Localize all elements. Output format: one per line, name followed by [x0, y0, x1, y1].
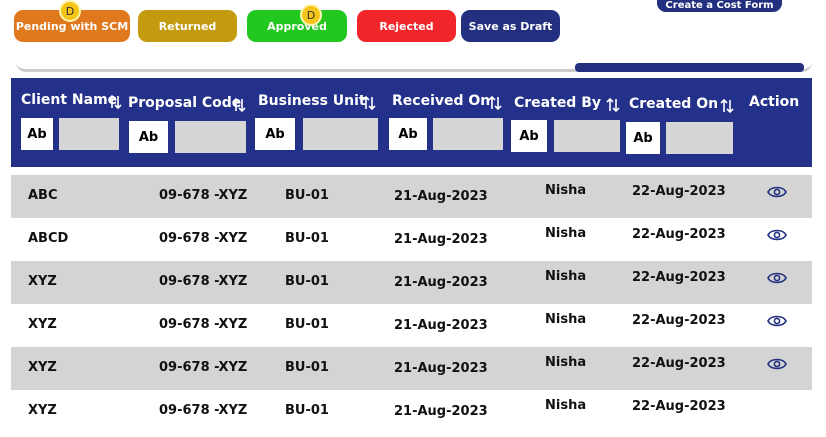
avatar-badge: D — [59, 0, 81, 22]
table-cell: 22-Aug-2023 — [632, 356, 726, 371]
table-cell: 21-Aug-2023 — [394, 318, 488, 333]
column-header: Business Unit — [258, 93, 366, 109]
table-cell: Nisha — [545, 269, 587, 284]
table-row — [11, 261, 812, 304]
table-row — [11, 175, 812, 218]
table-cell: 09-678 -XYZ — [159, 274, 248, 289]
status-button[interactable]: Returned — [138, 10, 237, 42]
column-header: Proposal Code — [128, 95, 242, 111]
table-row — [11, 347, 812, 390]
table-row — [11, 218, 812, 261]
view-icon[interactable] — [767, 357, 787, 371]
table-cell: BU-01 — [285, 403, 329, 418]
table-cell: BU-01 — [285, 188, 329, 203]
table-cell: 09-678 -XYZ — [159, 360, 248, 375]
status-button[interactable]: Save as Draft — [461, 10, 560, 42]
create-cost-form-button[interactable]: Create a Cost Form — [657, 0, 782, 12]
table-cell: 22-Aug-2023 — [632, 227, 726, 242]
table-cell: XYZ — [28, 360, 57, 375]
table-cell: 09-678 -XYZ — [159, 231, 248, 246]
table-cell: BU-01 — [285, 360, 329, 375]
filter-input[interactable] — [554, 120, 620, 152]
table-cell: XYZ — [28, 403, 57, 418]
table-cell: 22-Aug-2023 — [632, 184, 726, 199]
table-cell: 21-Aug-2023 — [394, 189, 488, 204]
table-cell: XYZ — [28, 274, 57, 289]
table-cell: XYZ — [28, 317, 57, 332]
table-cell: 22-Aug-2023 — [632, 270, 726, 285]
filter-input[interactable] — [59, 118, 119, 150]
view-icon[interactable] — [767, 314, 787, 328]
filter-input[interactable] — [303, 118, 378, 150]
table-cell: 09-678 -XYZ — [159, 317, 248, 332]
column-header: Received On — [392, 93, 491, 109]
table-cell: 21-Aug-2023 — [394, 404, 488, 419]
table-row — [11, 390, 812, 433]
sort-icon[interactable] — [488, 95, 502, 111]
tab-panel — [16, 56, 812, 72]
table-cell: ABCD — [28, 231, 69, 246]
sort-icon[interactable] — [232, 97, 246, 113]
sort-icon[interactable] — [362, 95, 376, 111]
filter-type[interactable]: Ab — [21, 118, 53, 150]
column-header: Created By — [514, 95, 602, 111]
table-cell: 22-Aug-2023 — [632, 399, 726, 414]
filter-input[interactable] — [433, 118, 503, 150]
table-row — [11, 304, 812, 347]
table-cell: Nisha — [545, 398, 587, 413]
avatar-badge: D — [300, 4, 322, 26]
status-button[interactable]: Approved — [247, 10, 347, 42]
filter-input[interactable] — [666, 122, 733, 154]
filter-type[interactable]: Ab — [626, 122, 660, 154]
table-cell: 09-678 -XYZ — [159, 403, 248, 418]
table-cell: BU-01 — [285, 317, 329, 332]
table-cell: BU-01 — [285, 274, 329, 289]
table-cell: ABC — [28, 188, 58, 203]
sort-icon[interactable] — [108, 94, 122, 110]
table-cell: Nisha — [545, 183, 587, 198]
table-cell: Nisha — [545, 312, 587, 327]
column-header: Client Name — [21, 92, 118, 108]
filter-type[interactable]: Ab — [511, 120, 547, 152]
filter-type[interactable]: Ab — [255, 118, 295, 150]
tab-indicator — [575, 63, 804, 72]
table-cell: 21-Aug-2023 — [394, 232, 488, 247]
column-header: Created On — [629, 96, 719, 112]
view-icon[interactable] — [767, 228, 787, 242]
sort-icon[interactable] — [720, 98, 734, 114]
table-cell: 22-Aug-2023 — [632, 313, 726, 328]
filter-type[interactable]: Ab — [389, 118, 427, 150]
table-cell: Nisha — [545, 226, 587, 241]
status-button[interactable]: Rejected — [357, 10, 456, 42]
filter-input[interactable] — [175, 121, 246, 153]
table-cell: 21-Aug-2023 — [394, 275, 488, 290]
view-icon[interactable] — [767, 185, 787, 199]
table-cell: 09-678 -XYZ — [159, 188, 248, 203]
column-header: Action — [749, 94, 800, 110]
table-cell: BU-01 — [285, 231, 329, 246]
sort-icon[interactable] — [606, 97, 620, 113]
view-icon[interactable] — [767, 271, 787, 285]
table-cell: Nisha — [545, 355, 587, 370]
filter-type[interactable]: Ab — [129, 121, 168, 153]
table-cell: 21-Aug-2023 — [394, 361, 488, 376]
